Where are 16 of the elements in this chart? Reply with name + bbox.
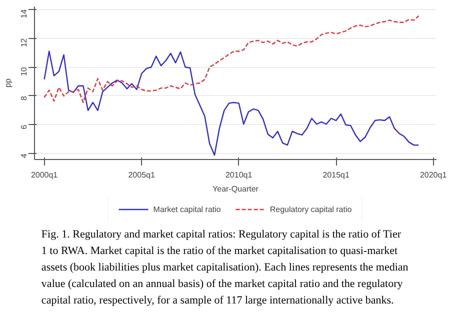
y-tick-label: 14 — [20, 8, 28, 18]
caption: Fig. 1. Regulatory and market capital ratios: Regulatory capital is the ratio of Tier 1 to RWA. Market capital is the ratio of the market capitalisation to quasi-market assets (book liabilities plus market capitalisation). Each lines represents the median value (calculated on an annual basis) of the market capital ratio and the regulatory capital ratio, respectively, for a sample of 117 large internationally active banks. — [41, 228, 409, 306]
x-tick-label: 2005q1 — [128, 170, 156, 180]
y-tick-label: 10 — [20, 66, 28, 76]
legend-label: Market capital ratio — [153, 204, 221, 214]
y-tick-label: 4 — [20, 153, 28, 158]
legend-label: Regulatory capital ratio — [270, 204, 352, 214]
y-tick-label: 8 — [20, 95, 28, 100]
y-tick-label: 6 — [20, 124, 28, 130]
x-tick-label: 2015q1 — [322, 170, 350, 180]
x-tick-label: 2000q1 — [30, 170, 58, 180]
y-tick-label: 12 — [20, 38, 28, 48]
x-axis-title: Year-Quarter — [212, 184, 259, 194]
y-axis-title: pp — [4, 78, 12, 88]
x-tick-label: 2020q1 — [420, 170, 448, 180]
x-tick-label: 2010q1 — [225, 170, 253, 180]
